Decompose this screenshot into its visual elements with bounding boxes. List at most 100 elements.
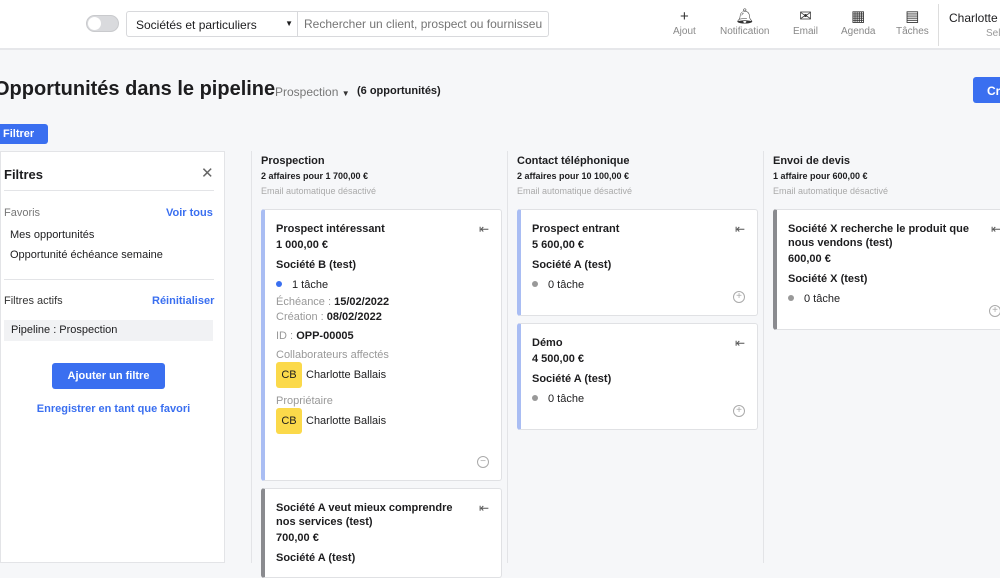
column-summary: 2 affaires pour 1 700,00 € <box>261 171 369 181</box>
due-date: 15/02/2022 <box>334 296 390 308</box>
opportunity-card[interactable]: ⇤ Société X recherche le produit que nou… <box>773 209 1000 330</box>
created-date: 08/02/2022 <box>326 311 382 323</box>
column-title: Prospection <box>261 155 325 167</box>
save-favorite-link[interactable]: Enregistrer en tant que favori <box>36 403 191 415</box>
status-dot-icon <box>532 281 538 287</box>
scope-value: Sociétés et particuliers <box>136 18 257 32</box>
card-company: Société A (test) <box>532 259 612 271</box>
column-title: Contact téléphonique <box>517 155 630 167</box>
opportunity-card[interactable]: ⇤ Prospect intéressant 1 000,00 € Sociét… <box>261 209 502 481</box>
favorite-item[interactable]: Opportunité échéance semaine <box>10 249 163 261</box>
pipeline-value: Prospection <box>275 85 339 99</box>
label: Ajout <box>673 26 696 37</box>
card-tasks: 1 tâche <box>276 279 501 291</box>
card-tasks: 0 tâche <box>532 279 757 291</box>
status-dot-icon <box>276 281 282 287</box>
filters-panel: Filtres ✕ Favoris Voir tous Mes opportun… <box>0 151 225 563</box>
column-prospection: Prospection 2 affaires pour 1 700,00 € E… <box>251 151 508 578</box>
filters-title: Filtres <box>4 167 44 182</box>
card-name: Démo <box>532 337 563 349</box>
add-filter-button[interactable]: Ajouter un filtre <box>52 363 165 389</box>
owner-label: Propriétaire <box>276 395 333 407</box>
column-email-status: Email automatique désactivé <box>517 186 633 196</box>
collaborator-name: Charlotte Ballais <box>306 369 387 381</box>
user-menu[interactable]: Charlotte <box>949 11 998 25</box>
tasks-count: 0 tâche <box>548 393 585 405</box>
move-icon[interactable]: ⇤ <box>478 222 489 236</box>
card-amount: 700,00 € <box>276 532 319 544</box>
email-button[interactable]: ✉ Email <box>793 8 818 37</box>
label: Notification <box>720 26 770 37</box>
move-icon[interactable]: ⇤ <box>734 222 745 236</box>
created-label: Création : <box>276 311 324 323</box>
envelope-icon: ✉ <box>799 8 812 25</box>
card-amount: 4 500,00 € <box>532 353 584 365</box>
column-summary: 2 affaires pour 10 100,00 € <box>517 171 630 181</box>
add-task-icon[interactable]: + <box>989 305 1000 317</box>
label: Tâches <box>896 26 929 37</box>
user-sub: Sel <box>986 28 1000 39</box>
divider <box>4 190 214 191</box>
mode-toggle[interactable] <box>86 15 119 32</box>
card-name: Prospect entrant <box>532 223 620 235</box>
search-input[interactable] <box>297 11 549 37</box>
tasks-button[interactable]: ▤ Tâches <box>896 8 929 37</box>
card-company: Société B (test) <box>276 259 357 271</box>
agenda-button[interactable]: ▦ Agenda <box>841 8 875 37</box>
favorites-label: Favoris <box>4 207 41 219</box>
label: Agenda <box>841 26 876 37</box>
caret-down-icon: ▼ <box>285 19 293 28</box>
add-task-icon[interactable]: + <box>733 405 745 417</box>
opportunity-id: OPP-00005 <box>296 330 354 342</box>
label: Email <box>793 26 819 37</box>
caret-down-icon: ▼ <box>341 89 350 98</box>
scope-select[interactable]: Sociétés et particuliers ▼ <box>126 11 298 37</box>
pipeline-select[interactable]: Prospection ▼ <box>275 85 350 99</box>
plus-icon: + <box>680 8 689 25</box>
avatar: CB <box>276 408 302 434</box>
column-contact-telephonique: Contact téléphonique 2 affaires pour 10 … <box>507 151 764 563</box>
opportunity-count: (6 opportunités) <box>357 85 441 97</box>
due-label: Échéance : <box>276 296 332 308</box>
opportunity-card[interactable]: ⇤ Société A veut mieux comprendre nos se… <box>261 488 502 578</box>
status-dot-icon <box>532 395 538 401</box>
card-company: Société A (test) <box>532 373 612 385</box>
card-name: Société A veut mieux comprendre nos serv… <box>276 502 453 528</box>
column-summary: 1 affaire pour 600,00 € <box>773 171 868 181</box>
move-icon[interactable]: ⇤ <box>478 501 489 515</box>
top-bar: Sociétés et particuliers ▼ +Ajout 🔔︎Notif… <box>0 0 1000 50</box>
favorite-item[interactable]: Mes opportunités <box>10 229 95 241</box>
reset-link[interactable]: Réinitialiser <box>152 295 215 307</box>
move-icon[interactable]: ⇤ <box>990 222 1000 236</box>
calendar-icon: ▦ <box>851 8 866 25</box>
owner-name: Charlotte Ballais <box>306 415 387 427</box>
close-icon[interactable]: ✕ <box>201 165 214 182</box>
card-company: Société A (test) <box>276 552 356 564</box>
bell-icon: 🔔︎ <box>735 8 755 25</box>
tasks-count: 0 tâche <box>804 293 841 305</box>
add-button[interactable]: + Ajout <box>673 8 696 37</box>
card-company: Société X (test) <box>788 273 868 285</box>
divider <box>4 279 214 280</box>
see-all-link[interactable]: Voir tous <box>166 207 213 219</box>
card-name: Société X recherche le produit que nous … <box>788 223 969 249</box>
card-tasks: 0 tâche <box>532 393 757 405</box>
move-icon[interactable]: ⇤ <box>734 336 745 350</box>
column-email-status: Email automatique désactivé <box>261 186 377 196</box>
card-name: Prospect intéressant <box>276 223 385 235</box>
opportunity-card[interactable]: ⇤ Prospect entrant 5 600,00 € Société A … <box>517 209 758 316</box>
active-filter-chip[interactable]: Pipeline : Prospection <box>4 320 213 341</box>
column-title: Envoi de devis <box>773 155 851 167</box>
column-email-status: Email automatique désactivé <box>773 186 889 196</box>
card-tasks: 0 tâche <box>788 293 1000 305</box>
notification-button[interactable]: 🔔︎ Notification <box>720 8 769 37</box>
add-task-icon[interactable]: + <box>733 291 745 303</box>
filter-button[interactable]: Filtrer <box>0 124 48 144</box>
card-amount: 5 600,00 € <box>532 239 584 251</box>
collaborators-label: Collaborateurs affectés <box>276 349 389 361</box>
card-amount: 1 000,00 € <box>276 239 328 251</box>
tasks-count: 1 tâche <box>292 279 329 291</box>
create-button[interactable]: Cr <box>973 77 1000 103</box>
collapse-icon[interactable]: − <box>477 456 489 468</box>
opportunity-card[interactable]: ⇤ Démo 4 500,00 € Société A (test) 0 tâc… <box>517 323 758 430</box>
